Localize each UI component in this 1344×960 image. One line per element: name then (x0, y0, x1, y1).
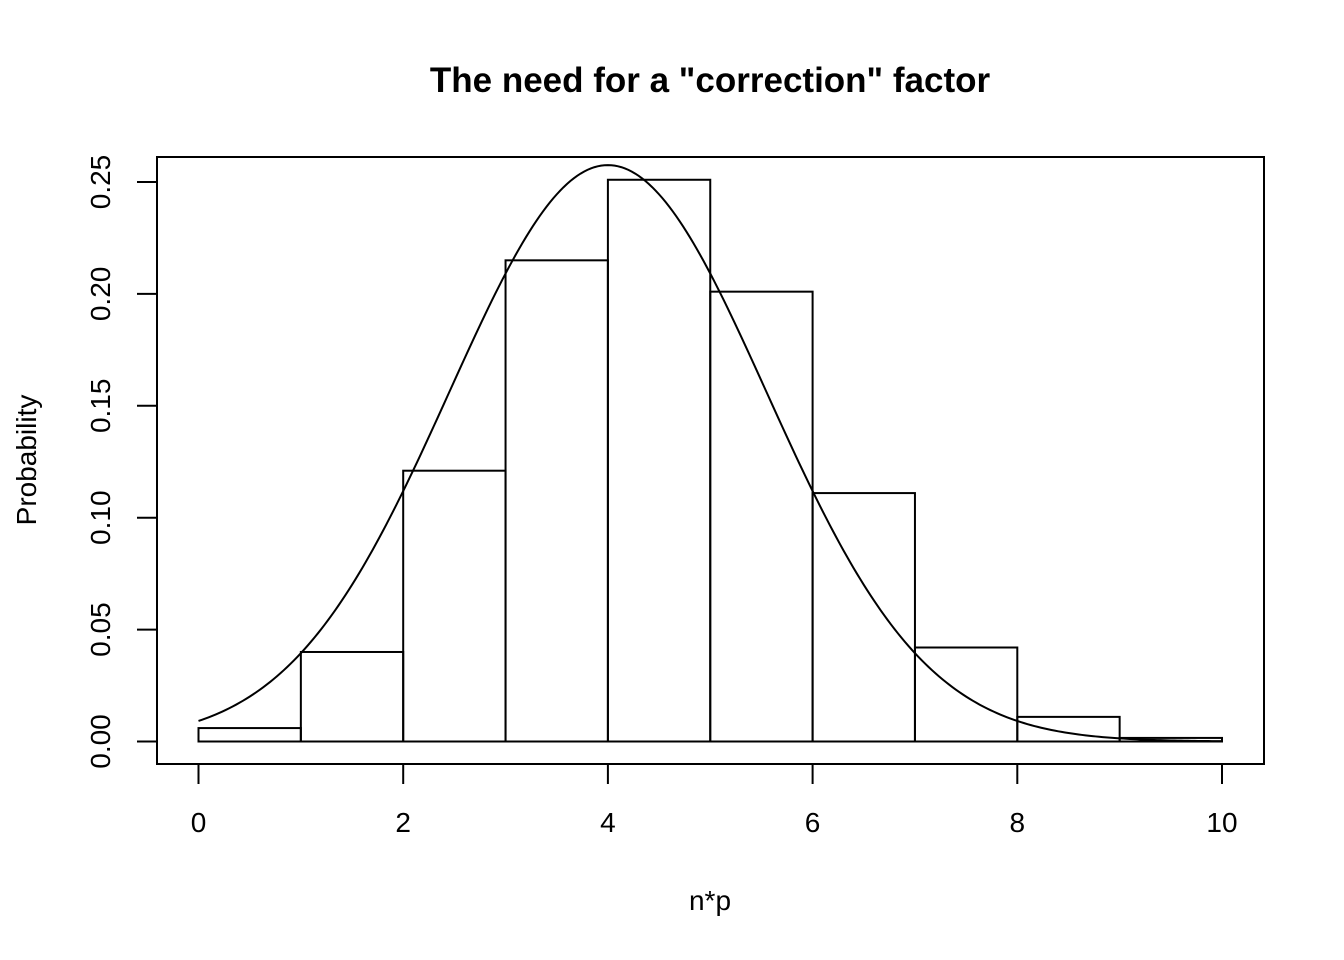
histogram-bar-9 (1118, 736, 1224, 743)
histogram-bar-0 (197, 727, 302, 743)
y-tick-label-2: 0.10 (85, 490, 116, 545)
histogram-bar-8 (1016, 715, 1121, 743)
histogram-bar-1 (299, 650, 405, 743)
density-curve (198, 164, 1223, 743)
histogram-bars (197, 178, 1224, 743)
x-axis: 0 2 4 6 8 10 (191, 763, 1238, 838)
histogram-bar-6 (811, 492, 916, 743)
x-axis-label: n*p (689, 885, 731, 916)
histogram-bar-3 (504, 259, 609, 743)
x-tick-label-5: 10 (1206, 807, 1237, 838)
histogram-bar-5 (709, 290, 814, 743)
y-tick-label-1: 0.05 (85, 602, 116, 657)
x-tick-label-1: 2 (395, 807, 411, 838)
y-tick-label-4: 0.20 (85, 267, 116, 322)
y-axis: 0.00 0.05 0.10 0.15 0.20 0.25 (85, 155, 158, 769)
histogram-bar-4 (606, 178, 712, 743)
y-tick-label-3: 0.15 (85, 379, 116, 434)
y-tick-label-0: 0.00 (85, 714, 116, 769)
x-tick-label-0: 0 (191, 807, 207, 838)
chart-title: The need for a "correction" factor (430, 61, 991, 100)
y-axis-label: Probability (11, 395, 42, 526)
histogram-bar-7 (913, 646, 1019, 743)
x-tick-label-4: 8 (1010, 807, 1026, 838)
histogram-bar-2 (402, 469, 507, 743)
x-tick-label-3: 6 (805, 807, 821, 838)
x-tick-label-2: 4 (600, 807, 616, 838)
y-tick-label-5: 0.25 (85, 155, 116, 210)
